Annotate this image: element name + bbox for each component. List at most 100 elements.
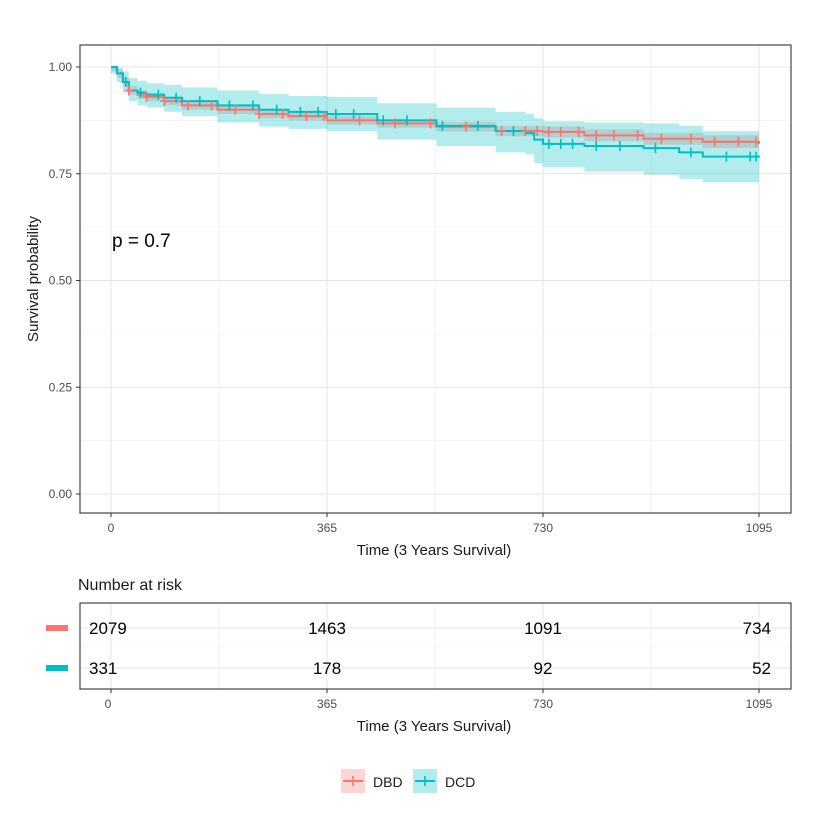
p-value-label: p = 0.7 [112, 231, 171, 252]
censor-mark-dcd [249, 100, 258, 111]
x-axis-ticks: 0 365 730 1095 [108, 513, 773, 535]
censor-mark-dbd [391, 118, 400, 129]
legend: DBD DCD [341, 769, 475, 793]
censor-mark-dcd [154, 89, 163, 100]
risk-count-dbd: 1091 [524, 619, 562, 638]
x-tick-label: 1095 [746, 521, 773, 535]
censor-mark-dcd [651, 143, 660, 154]
censor-mark-dbd [556, 126, 565, 137]
censor-mark-dbd [320, 111, 329, 122]
censor-mark-dbd [533, 126, 542, 137]
censor-mark-dcd [722, 151, 731, 162]
censor-mark-dcd [592, 140, 601, 151]
censor-mark-dbd [124, 85, 133, 96]
censor-mark-dcd [686, 147, 695, 158]
censor-mark-dcd [544, 138, 553, 149]
censor-mark-dbd [657, 133, 666, 144]
risk-count-dcd: 178 [313, 659, 341, 678]
censor-mark-dcd [296, 106, 305, 117]
risk-table-row-keys [46, 625, 68, 671]
x-tick-label: 365 [317, 521, 337, 535]
censor-mark-dbd [574, 126, 583, 137]
censor-mark-dcd [568, 138, 577, 149]
risk-table: Number at risk 2079 1463 1091 734 331 178 92 52… [46, 577, 792, 735]
risk-row-key-dbd [46, 625, 68, 631]
censor-mark-dbd [462, 121, 471, 132]
censor-mark-dbd [633, 130, 642, 141]
confidence-bands [111, 67, 759, 183]
censor-mark-dcd [438, 120, 447, 131]
risk-table-cells: 2079 1463 1091 734 331 178 92 52 [89, 619, 771, 678]
censor-mark-dbd [278, 108, 287, 119]
legend-item-dbd: DBD [341, 769, 403, 793]
risk-x-tick-label: 730 [533, 697, 553, 711]
risk-table-grid [80, 603, 791, 689]
risk-count-dcd: 52 [752, 659, 771, 678]
y-axis-ticks: 0.00 0.25 0.50 0.75 1.00 [49, 60, 80, 501]
censor-mark-dcd [172, 92, 181, 103]
censor-mark-dcd [349, 108, 358, 119]
censor-mark-dcd [752, 151, 761, 162]
risk-x-tick-label: 0 [105, 697, 112, 711]
censor-mark-dbd [734, 136, 743, 147]
risk-table-x-ticks: 0 365 730 1095 [105, 689, 773, 711]
censor-mark-dbd [497, 126, 506, 137]
censor-mark-dcd [402, 115, 411, 126]
censor-mark-dcd [331, 108, 340, 119]
censor-mark-dcd [136, 87, 145, 98]
legend-item-dcd: DCD [413, 769, 475, 793]
censor-mark-dcd [379, 115, 388, 126]
y-tick-label: 0.50 [49, 274, 73, 288]
x-tick-label: 0 [108, 521, 115, 535]
x-axis-label: Time (3 Years Survival) [357, 542, 512, 559]
censor-mark-dbd [355, 115, 364, 126]
censor-mark-dcd [195, 96, 204, 107]
censor-mark-dcd [314, 106, 323, 117]
risk-count-dcd: 331 [89, 659, 117, 678]
censor-mark-dbd [426, 118, 435, 129]
survival-plot: 0.00 0.25 0.50 0.75 1.00 0 365 730 1095 p = 0.7… [25, 44, 792, 559]
y-tick-label: 0.00 [49, 487, 73, 501]
risk-count-dbd: 734 [743, 619, 771, 638]
censor-mark-dbd [142, 91, 151, 102]
censor-mark-dbd [544, 126, 553, 137]
risk-table-border [79, 602, 792, 690]
legend-label-dcd: DCD [445, 774, 475, 790]
y-tick-label: 1.00 [49, 60, 73, 74]
y-tick-label: 0.25 [49, 380, 73, 394]
censor-mark-dbd [231, 104, 240, 115]
censor-mark-dbd [302, 111, 311, 122]
censor-mark-dcd [509, 126, 518, 137]
censor-mark-dcd [556, 138, 565, 149]
confidence-band-dcd [111, 67, 759, 183]
censor-mark-dbd [254, 108, 263, 119]
censor-mark-dcd [225, 100, 234, 111]
censor-mark-dbd [183, 100, 192, 111]
confidence-band-dbd [111, 67, 759, 151]
censor-mark-dcd [121, 76, 130, 87]
y-axis-label: Survival probability [25, 216, 42, 342]
censor-mark-dcd [615, 140, 624, 151]
main-grid [80, 45, 791, 513]
censor-mark-dbd [752, 136, 761, 147]
censor-mark-dcd [473, 120, 482, 131]
risk-table-title: Number at risk [78, 577, 183, 594]
censor-mark-dbd [207, 100, 216, 111]
censor-marks [121, 76, 761, 162]
censor-mark-dbd [592, 130, 601, 141]
risk-x-tick-label: 365 [317, 697, 337, 711]
x-tick-label: 730 [533, 521, 553, 535]
censor-mark-dbd [610, 130, 619, 141]
y-tick-label: 0.75 [49, 167, 73, 181]
risk-table-x-label: Time (3 Years Survival) [357, 718, 512, 735]
risk-count-dbd: 2079 [89, 619, 127, 638]
survival-curve-dcd [111, 66, 759, 158]
censor-mark-dbd [521, 126, 530, 137]
censor-mark-dbd [160, 96, 169, 107]
risk-count-dbd: 1463 [308, 619, 346, 638]
risk-x-tick-label: 1095 [746, 697, 773, 711]
censor-mark-dbd [686, 133, 695, 144]
risk-row-key-dcd [46, 665, 68, 671]
risk-count-dcd: 92 [534, 659, 553, 678]
